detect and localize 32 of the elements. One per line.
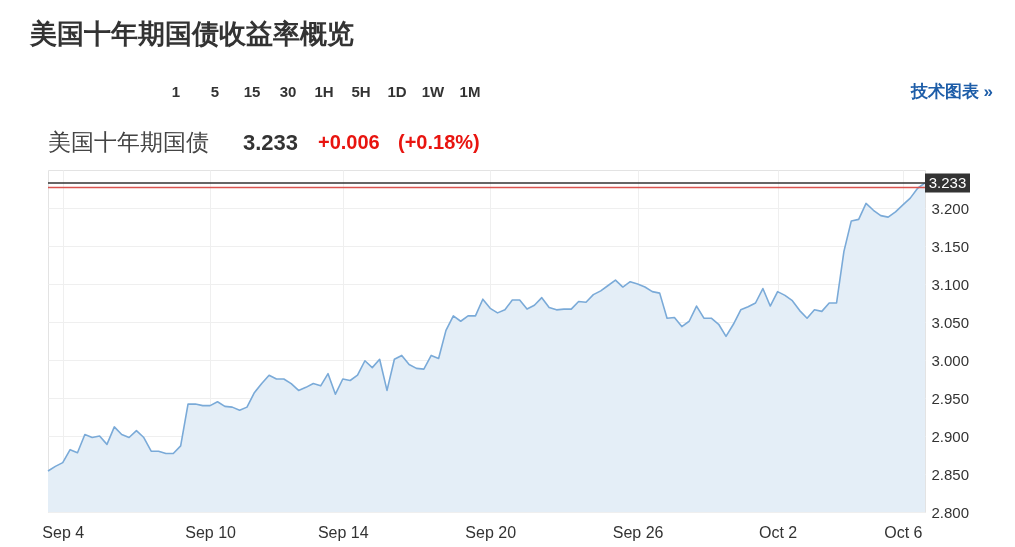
chart-subtitle: 美国十年期国债 xyxy=(48,129,209,155)
y-tick-label: 2.850 xyxy=(931,465,970,483)
text: 1D xyxy=(387,83,407,100)
ref-line-label: 3.233 xyxy=(928,173,967,191)
y-tick-label: 2.900 xyxy=(931,427,970,445)
y-tick-label: 2.950 xyxy=(931,389,970,407)
text: 1M xyxy=(459,83,481,100)
text: 3.233 xyxy=(243,130,299,155)
x-tick-label: Sep 14 xyxy=(317,523,369,541)
x-tick-label: Sep 10 xyxy=(185,523,237,541)
y-tick-label: 2.800 xyxy=(931,503,970,521)
y-tick-label: 3.050 xyxy=(931,313,970,331)
chart-title: 美国十年期国债收益率概览 xyxy=(29,19,354,49)
x-tick-label: Sep 4 xyxy=(42,523,85,541)
x-tick-label: Sep 20 xyxy=(465,523,517,541)
y-tick-label: 3.000 xyxy=(931,351,970,369)
x-tick-label: Sep 26 xyxy=(612,523,664,541)
text: 5H xyxy=(351,83,371,100)
text: 技术图表 » xyxy=(909,82,993,101)
text: 1W xyxy=(421,83,446,100)
text: +0.006 xyxy=(318,131,380,153)
y-tick-label: 3.200 xyxy=(931,199,970,217)
text: 5 xyxy=(210,83,220,100)
x-tick-label: Oct 2 xyxy=(758,523,798,541)
y-tick-label: 3.150 xyxy=(931,237,970,255)
text: 30 xyxy=(279,83,297,100)
text: (+0.18%) xyxy=(398,131,480,153)
text: 1H xyxy=(314,83,334,100)
y-tick-label: 3.100 xyxy=(931,275,970,293)
x-tick-label: Oct 6 xyxy=(884,523,923,541)
text: 15 xyxy=(243,83,261,100)
text: 1 xyxy=(171,83,181,100)
